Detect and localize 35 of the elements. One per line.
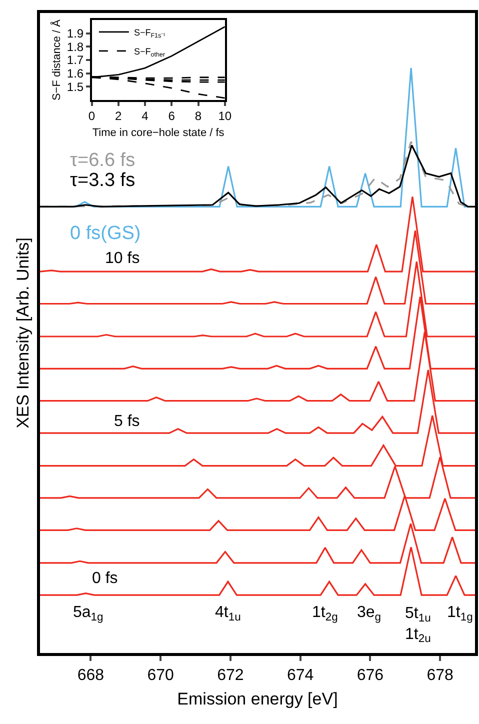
x-tick-label: 676 <box>356 667 384 684</box>
x-tick-label: 674 <box>286 667 314 684</box>
x-tick-label: 10 <box>218 109 232 124</box>
y-axis-title: S−F distance / Å <box>50 18 64 101</box>
x-tick-label: 0 <box>88 109 96 124</box>
y-tick-label: 1.7 <box>66 53 84 68</box>
x-tick-label: 668 <box>77 667 104 684</box>
x-tick-label: 672 <box>217 667 244 684</box>
series-label: τ=3.3 fs <box>70 170 136 191</box>
x-tick-label: 670 <box>147 667 174 684</box>
annotation: 5a$_{1g}$ <box>73 604 104 624</box>
y-axis-title: XES Intensity [Arb. Units] <box>14 238 33 428</box>
annotation: 1t$_{1g}$ <box>447 604 473 624</box>
legend-label: S−F$_{other}$ <box>134 46 166 58</box>
y-tick-label: 1.5 <box>66 80 84 94</box>
x-tick-label: 6 <box>168 109 176 124</box>
annotation: 10 fs <box>105 250 140 267</box>
series-label: 0 fs(GS) <box>70 223 141 244</box>
y-tick-label: 1.6 <box>66 66 84 81</box>
x-axis-title: Emission energy [eV] <box>177 690 338 709</box>
x-tick-label: 678 <box>426 667 454 684</box>
y-tick-label: 1.8 <box>66 40 84 54</box>
legend-label: S−F$_{F1s⁻¹}$ <box>134 27 166 40</box>
x-tick-label: 4 <box>142 109 149 124</box>
y-tick-label: 1.9 <box>66 26 84 41</box>
annotation: 4t$_{1u}$ <box>215 604 241 624</box>
annotation: 1t$_{2g}$ <box>312 604 338 624</box>
annotation: 5t$_{1u}$ 1t$_{2u}$ <box>405 605 431 646</box>
x-axis-title: Time in core−hole state / fs <box>92 126 225 139</box>
annotation: 3e$_{g}$ <box>357 604 382 624</box>
annotation: 0 fs <box>92 570 118 587</box>
x-tick-label: 8 <box>194 109 202 124</box>
annotation: 5 fs <box>114 413 140 430</box>
x-tick-label: 2 <box>115 109 122 124</box>
series-label: τ=6.6 fs <box>70 150 136 171</box>
